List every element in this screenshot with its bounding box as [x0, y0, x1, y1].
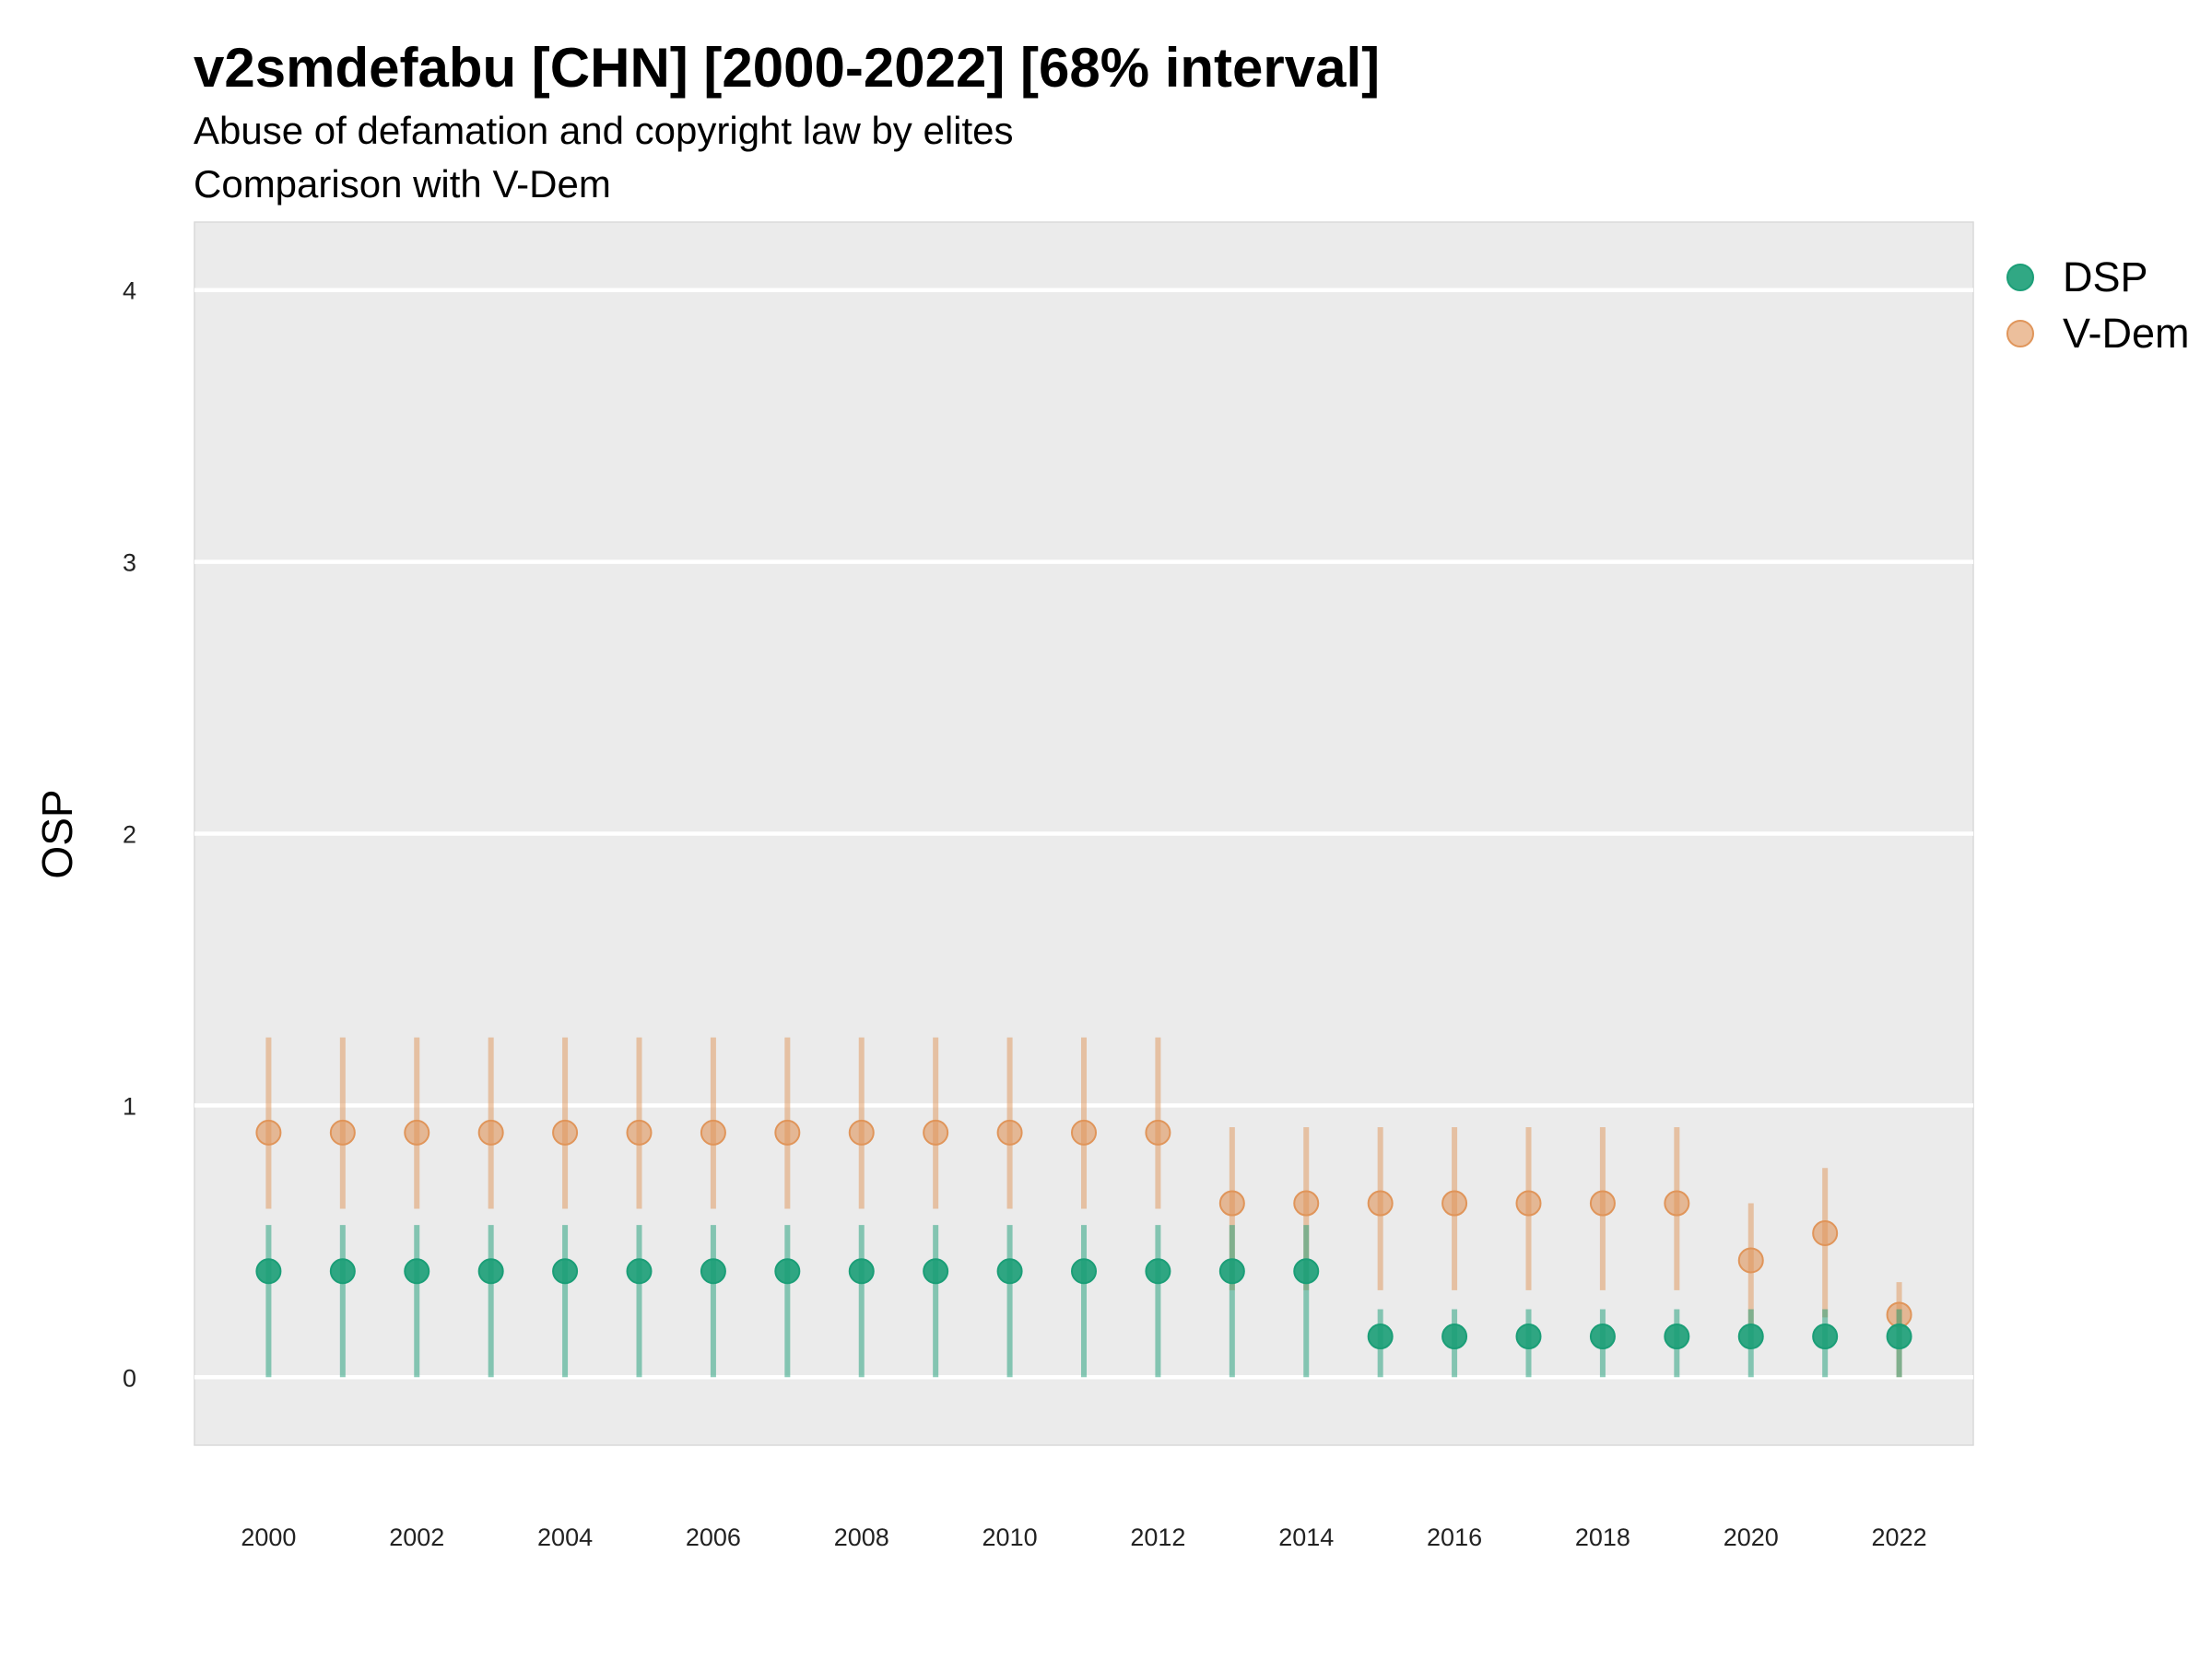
y-tick-label-1: 1 — [123, 1092, 136, 1120]
x-tick-label-2000: 2000 — [241, 1524, 296, 1551]
y-tick-label-0: 0 — [123, 1364, 136, 1392]
v-dem-point-2002 — [404, 1119, 430, 1146]
v-dem-point-2017 — [1515, 1190, 1542, 1217]
v-dem-point-2004 — [552, 1119, 579, 1146]
dsp-point-2001 — [329, 1258, 356, 1285]
v-dem-point-2014 — [1293, 1190, 1320, 1217]
x-tick-label-2008: 2008 — [834, 1524, 889, 1551]
y-axis-label: OSP — [33, 789, 81, 878]
dsp-point-2018 — [1589, 1324, 1616, 1350]
v-dem-point-2001 — [329, 1119, 356, 1146]
dsp-point-2020 — [1737, 1324, 1764, 1350]
v-dem-point-2019 — [1664, 1190, 1690, 1217]
v-dem-point-2013 — [1218, 1190, 1245, 1217]
dsp-point-2014 — [1293, 1258, 1320, 1285]
series-v-dem — [255, 1037, 1912, 1378]
dsp-point-2009 — [923, 1258, 949, 1285]
y-tick-labels: 0 1 2 3 4 — [123, 277, 136, 1393]
v-dem-point-2020 — [1737, 1247, 1764, 1274]
dsp-point-2007 — [774, 1258, 801, 1285]
series-dsp — [255, 1225, 1912, 1378]
x-tick-label-2002: 2002 — [389, 1524, 444, 1551]
x-tick-label-2006: 2006 — [686, 1524, 741, 1551]
v-dem-point-2000 — [255, 1119, 282, 1146]
v-dem-point-2009 — [923, 1119, 949, 1146]
v-dem-point-2021 — [1812, 1219, 1839, 1246]
legend-label-v-dem: V-Dem — [2063, 310, 2190, 357]
dsp-point-2000 — [255, 1258, 282, 1285]
dsp-point-2005 — [626, 1258, 653, 1285]
dsp-point-2017 — [1515, 1324, 1542, 1350]
dsp-point-2015 — [1367, 1324, 1394, 1350]
chart-subtitle-2: Comparison with V-Dem — [194, 162, 611, 206]
x-tick-label-2022: 2022 — [1872, 1524, 1927, 1551]
chart-subtitle: Abuse of defamation and copyright law by… — [194, 109, 1014, 152]
v-dem-point-2011 — [1071, 1119, 1097, 1146]
dsp-point-2011 — [1071, 1258, 1097, 1285]
v-dem-point-2005 — [626, 1119, 653, 1146]
x-tick-label-2018: 2018 — [1575, 1524, 1630, 1551]
legend-label-dsp: DSP — [2063, 253, 2148, 300]
v-dem-point-2010 — [996, 1119, 1023, 1146]
dsp-point-2004 — [552, 1258, 579, 1285]
y-tick-label-4: 4 — [123, 277, 136, 305]
x-tick-label-2020: 2020 — [1724, 1524, 1779, 1551]
v-dem-point-2015 — [1367, 1190, 1394, 1217]
x-tick-label-2010: 2010 — [982, 1524, 1038, 1551]
x-tick-label-2004: 2004 — [537, 1524, 593, 1551]
dsp-point-2010 — [996, 1258, 1023, 1285]
dsp-point-2003 — [477, 1258, 504, 1285]
legend: DSP V-Dem — [2006, 253, 2190, 357]
x-tick-label-2016: 2016 — [1427, 1524, 1482, 1551]
legend-key-v-dem — [2006, 320, 2034, 347]
dsp-point-2012 — [1145, 1258, 1171, 1285]
y-tick-label-2: 2 — [123, 821, 136, 849]
dsp-point-2013 — [1218, 1258, 1245, 1285]
x-tick-label-2012: 2012 — [1130, 1524, 1185, 1551]
data-series — [255, 1037, 1912, 1378]
v-dem-point-2012 — [1145, 1119, 1171, 1146]
v-dem-point-2018 — [1589, 1190, 1616, 1217]
dsp-point-2016 — [1441, 1324, 1468, 1350]
x-tick-labels: 2000 2002 2004 2006 2008 2010 2012 2014 2016 2018… — [241, 1524, 1926, 1551]
chart-title: v2smdefabu [CHN] [2000-2022] [68% interv… — [194, 37, 1380, 99]
dsp-point-2021 — [1812, 1324, 1839, 1350]
v-dem-point-2016 — [1441, 1190, 1468, 1217]
dsp-point-2002 — [404, 1258, 430, 1285]
v-dem-point-2006 — [700, 1119, 726, 1146]
legend-key-dsp — [2006, 264, 2034, 291]
v-dem-point-2008 — [848, 1119, 875, 1146]
y-tick-label-3: 3 — [123, 549, 136, 577]
dsp-point-2006 — [700, 1258, 726, 1285]
x-tick-label-2014: 2014 — [1278, 1524, 1334, 1551]
v-dem-point-2003 — [477, 1119, 504, 1146]
dsp-point-2022 — [1886, 1324, 1912, 1350]
dsp-point-2019 — [1664, 1324, 1690, 1350]
dsp-point-2008 — [848, 1258, 875, 1285]
v-dem-point-2007 — [774, 1119, 801, 1146]
